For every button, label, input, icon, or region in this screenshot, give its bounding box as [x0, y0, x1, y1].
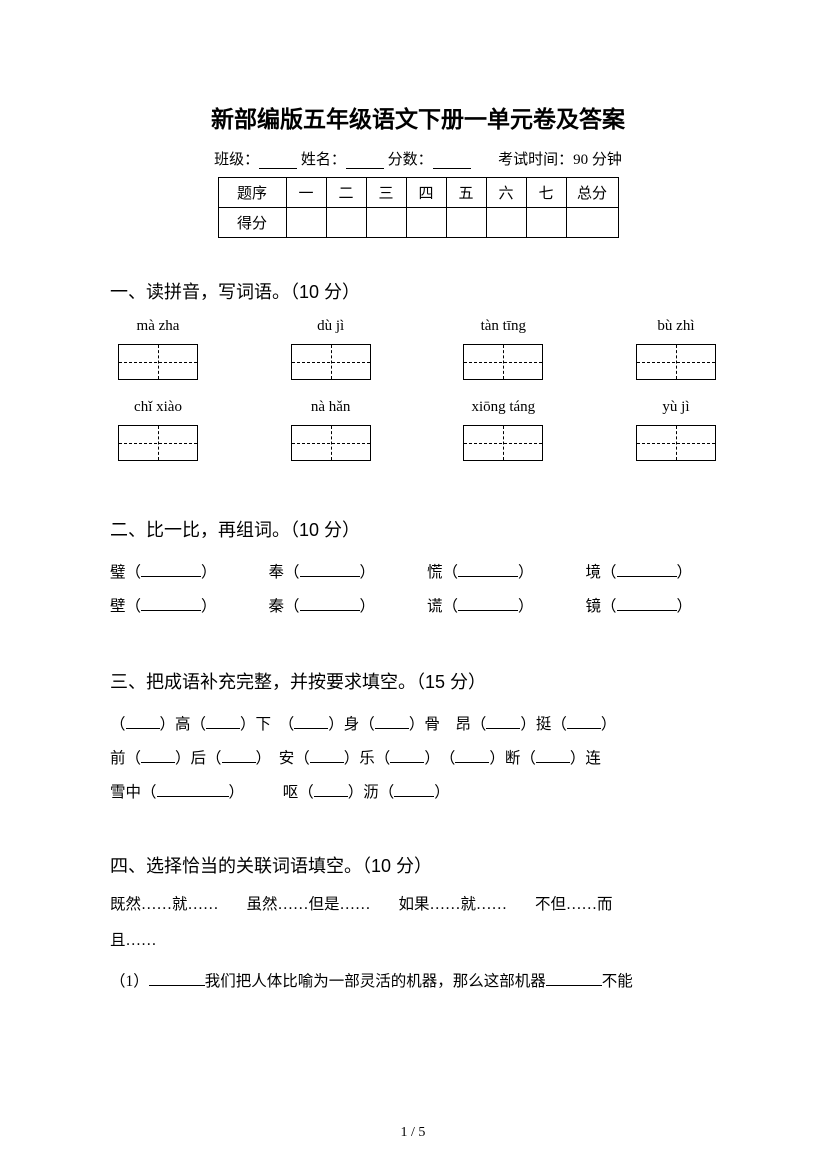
tianzi-box[interactable] — [118, 425, 198, 461]
blank[interactable] — [310, 749, 344, 763]
blank[interactable] — [126, 715, 160, 729]
col-6: 六 — [486, 178, 526, 208]
row2-head: 得分 — [218, 208, 286, 238]
blank[interactable] — [314, 783, 348, 797]
blank[interactable] — [141, 563, 201, 577]
score-table: 题序 一 二 三 四 五 六 七 总分 得分 — [218, 177, 619, 238]
cell-blank[interactable] — [486, 208, 526, 238]
row1-head: 题序 — [218, 178, 286, 208]
blank[interactable] — [206, 715, 240, 729]
col-1: 一 — [286, 178, 326, 208]
class-label: 班级： — [214, 152, 259, 168]
blank[interactable] — [149, 972, 205, 986]
pinyin-row-2: chǐ xiào nà hǎn xiōng táng yù jì — [110, 399, 726, 466]
tianzi-box[interactable] — [636, 344, 716, 380]
section-4-head: 四、选择恰当的关联词语填空。（10 分） — [110, 852, 726, 878]
pinyin-label: yù jì — [636, 399, 716, 417]
blank[interactable] — [300, 563, 360, 577]
name-blank[interactable] — [346, 154, 384, 169]
col-3: 三 — [366, 178, 406, 208]
page-title: 新部编版五年级语文下册一单元卷及答案 — [110, 100, 726, 134]
name-label: 姓名： — [301, 152, 346, 168]
conj-opt: 既然……就…… — [110, 892, 219, 914]
col-2: 二 — [326, 178, 366, 208]
pinyin-label: mà zha — [118, 318, 198, 336]
pinyin-label: dù jì — [291, 318, 371, 336]
blank[interactable] — [157, 783, 229, 797]
q2-grid: 璧（） 奉（） 慌（） 境（） 壁（） 秦（） 谎（） 镜（） — [110, 556, 726, 624]
blank[interactable] — [375, 715, 409, 729]
q2-item: 镜（） — [586, 590, 727, 624]
section-2-head: 二、比一比，再组词。（10 分） — [110, 516, 726, 542]
q2-item: 境（） — [586, 556, 727, 590]
blank[interactable] — [141, 597, 201, 611]
pinyin-label: chǐ xiào — [118, 399, 198, 417]
cell-blank[interactable] — [406, 208, 446, 238]
blank[interactable] — [546, 972, 602, 986]
time-label: 考试时间：90 分钟 — [498, 152, 622, 168]
blank[interactable] — [458, 563, 518, 577]
meta-line: 班级： 姓名： 分数： 考试时间：90 分钟 — [110, 148, 726, 169]
conj-opt: 虽然……但是…… — [247, 892, 371, 914]
q2-item: 璧（） — [110, 556, 251, 590]
col-total: 总分 — [566, 178, 618, 208]
q2-item: 壁（） — [110, 590, 251, 624]
cell-blank[interactable] — [566, 208, 618, 238]
pinyin-row-1: mà zha dù jì tàn tīng bù zhì — [110, 318, 726, 385]
tianzi-box[interactable] — [463, 425, 543, 461]
section-1-head: 一、读拼音，写词语。（10 分） — [110, 278, 726, 304]
tianzi-box[interactable] — [291, 344, 371, 380]
blank[interactable] — [222, 749, 256, 763]
s3-lines: （）高（）下 （）身（）骨 昂（）挺（） 前（）后（） 安（）乐（） （）断（）… — [110, 708, 726, 810]
q2-item: 秦（） — [269, 590, 410, 624]
blank[interactable] — [300, 597, 360, 611]
blank[interactable] — [390, 749, 424, 763]
score-label: 分数： — [388, 152, 433, 168]
pinyin-label: xiōng táng — [463, 399, 543, 417]
blank[interactable] — [567, 715, 601, 729]
blank[interactable] — [617, 597, 677, 611]
section-3-head: 三、把成语补充完整，并按要求填空。（15 分） — [110, 668, 726, 694]
page-number: 1 / 5 — [0, 1125, 826, 1141]
blank[interactable] — [617, 563, 677, 577]
tianzi-box[interactable] — [118, 344, 198, 380]
pinyin-label: tàn tīng — [463, 318, 543, 336]
tianzi-box[interactable] — [463, 344, 543, 380]
blank[interactable] — [536, 749, 570, 763]
col-7: 七 — [526, 178, 566, 208]
blank[interactable] — [294, 715, 328, 729]
blank[interactable] — [458, 597, 518, 611]
col-5: 五 — [446, 178, 486, 208]
cell-blank[interactable] — [286, 208, 326, 238]
blank[interactable] — [486, 715, 520, 729]
q2-item: 谎（） — [427, 590, 568, 624]
cell-blank[interactable] — [446, 208, 486, 238]
blank[interactable] — [394, 783, 434, 797]
score-blank[interactable] — [433, 154, 471, 169]
tianzi-box[interactable] — [636, 425, 716, 461]
pinyin-label: bù zhì — [636, 318, 716, 336]
cell-blank[interactable] — [366, 208, 406, 238]
col-4: 四 — [406, 178, 446, 208]
class-blank[interactable] — [259, 154, 297, 169]
cell-blank[interactable] — [326, 208, 366, 238]
tianzi-box[interactable] — [291, 425, 371, 461]
cell-blank[interactable] — [526, 208, 566, 238]
blank[interactable] — [455, 749, 489, 763]
s4-q1: （1）我们把人体比喻为一部灵活的机器，那么这部机器不能 — [110, 965, 726, 999]
conj-tail: 且…… — [110, 924, 726, 958]
pinyin-label: nà hǎn — [291, 399, 371, 417]
q2-item: 奉（） — [269, 556, 410, 590]
conj-opt: 不但……而 — [535, 892, 613, 914]
blank[interactable] — [141, 749, 175, 763]
conj-opt: 如果……就…… — [399, 892, 508, 914]
conj-options: 既然……就…… 虽然……但是…… 如果……就…… 不但……而 — [110, 892, 726, 914]
q2-item: 慌（） — [427, 556, 568, 590]
